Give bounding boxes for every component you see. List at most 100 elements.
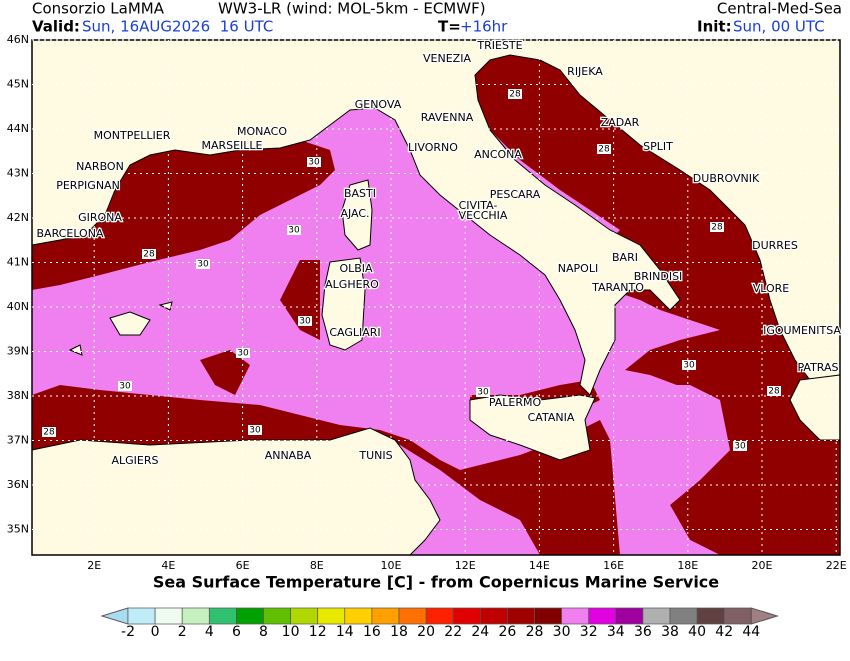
init-label: Init: <box>697 18 732 36</box>
city-label: BASTI <box>344 187 376 200</box>
contour-label: 30 <box>288 226 300 236</box>
contour-label: 30 <box>683 361 695 371</box>
colorbar-tick-label: 16 <box>363 624 381 640</box>
y-tick-label: 39N <box>7 345 29 358</box>
colorbar-bin <box>263 607 291 625</box>
map-title: Sea Surface Temperature [C] - from Coper… <box>153 573 719 592</box>
contour-label-bg <box>287 225 301 235</box>
colorbar-bin <box>561 607 590 625</box>
city-label: CIVITA- <box>459 199 498 212</box>
city-label: GENOVA <box>355 98 402 111</box>
city-label: PALERMO <box>489 396 542 409</box>
contour-label: 28 <box>143 250 155 260</box>
colorbar-bin <box>398 607 427 625</box>
colorbar-bin <box>534 607 562 625</box>
city-label: RIJEKA <box>567 65 603 78</box>
colorbar-tick-label: 30 <box>553 624 571 640</box>
sea-hot <box>32 45 840 555</box>
city-label: NARBON <box>76 160 124 173</box>
colorbar-tick-label: 4 <box>205 624 214 640</box>
y-tick-label: 44N <box>7 122 29 135</box>
x-tick-label: 10E <box>381 559 402 572</box>
city-label: VECCHIA <box>459 209 508 222</box>
colorbar-tick-label: 40 <box>688 624 706 640</box>
colorbar-bin <box>425 607 454 625</box>
contour-label: 28 <box>43 428 55 438</box>
colorbar-bin <box>696 607 725 625</box>
y-tick-label: 41N <box>7 256 29 269</box>
colorbar-bin <box>290 607 319 625</box>
colorbar-tick-label: 14 <box>336 624 354 640</box>
y-tick-label: 35N <box>7 523 29 536</box>
city-label: TUNIS <box>358 449 392 462</box>
x-tick-label: 12E <box>455 559 476 572</box>
city-label: DURRES <box>752 239 798 252</box>
colorbar-tick-label: 36 <box>634 624 652 640</box>
colorbar-tick-label: 18 <box>390 624 408 640</box>
contour-label: 30 <box>477 388 489 398</box>
colorbar-bin <box>615 607 644 625</box>
contour-label: 28 <box>598 145 610 155</box>
model: WW3-LR (wind: MOL-5km - ECMWF) <box>218 0 486 18</box>
x-tick-label: 4E <box>161 559 175 572</box>
x-tick-label: 8E <box>310 559 324 572</box>
y-tick-label: 42N <box>7 211 29 224</box>
y-tick-label: 43N <box>7 167 29 180</box>
colorbar-bin <box>208 607 237 625</box>
contour-label-bg <box>733 441 747 451</box>
domain: Central-Med-Sea <box>717 0 842 18</box>
contour-label-bg <box>710 222 724 232</box>
x-tick-label: 22E <box>826 559 847 572</box>
colorbar-tick-label: 24 <box>471 624 489 640</box>
colorbar-tick-label: 10 <box>282 624 300 640</box>
city-label: GIRONA <box>78 211 122 224</box>
colorbar-tick-label: 12 <box>309 624 327 640</box>
city-label: DUBROVNIK <box>693 172 760 185</box>
colorbar-under <box>100 607 129 625</box>
colorbar-tick-label: 38 <box>661 624 679 640</box>
x-tick-label: 6E <box>236 559 250 572</box>
colorbar-bin <box>154 607 183 625</box>
city-label: AJAC. <box>340 207 369 220</box>
contour-label-bg <box>42 427 56 437</box>
city-label: PATRAS <box>797 361 838 374</box>
contour-label: 28 <box>509 90 521 100</box>
city-label: TRIESTE <box>476 39 522 52</box>
contour-label: 30 <box>308 158 320 168</box>
colorbar-bin <box>642 607 671 625</box>
city-label: BRINDISI <box>634 270 683 283</box>
colorbar-bin <box>723 607 752 625</box>
contour-label-bg <box>236 348 250 358</box>
contour-label-bg <box>682 360 696 370</box>
contour-label: 30 <box>119 382 131 392</box>
y-tick-label: 36N <box>7 478 29 491</box>
contour-label-bg <box>307 157 321 167</box>
city-label: ZADAR <box>601 116 640 129</box>
contour-label-bg <box>118 381 132 391</box>
colorbar-tick-label: 34 <box>607 624 625 640</box>
y-tick-label: 40N <box>7 300 29 313</box>
x-tick-label: 2E <box>87 559 101 572</box>
city-label: MONACO <box>237 125 287 138</box>
city-label: LIVORNO <box>408 141 458 154</box>
colorbar-tick-label: -2 <box>121 624 135 640</box>
city-label: IGOUMENITSA <box>763 324 841 337</box>
colorbar-tick-label: 0 <box>151 624 160 640</box>
contour-label-bg <box>142 249 156 259</box>
x-tick-label: 16E <box>603 559 624 572</box>
colorbar-tick-label: 20 <box>417 624 435 640</box>
city-label: NAPOLI <box>558 262 598 275</box>
colorbar-tick-label: 2 <box>178 624 187 640</box>
y-tick-label: 38N <box>7 389 29 402</box>
colorbar-tick-label: 26 <box>498 624 516 640</box>
colorbar-bin <box>588 607 617 625</box>
city-label: BARI <box>612 251 638 264</box>
sea-warm-ionian <box>600 385 730 555</box>
city-label: OLBIA <box>339 262 373 275</box>
colorbar-bin <box>452 607 481 625</box>
org: Consorzio LaMMA <box>32 0 165 18</box>
contour-label-bg <box>476 387 490 397</box>
city-label: VLORE <box>753 282 790 295</box>
contour-label-bg <box>298 316 312 326</box>
contour-label: 28 <box>768 387 780 397</box>
